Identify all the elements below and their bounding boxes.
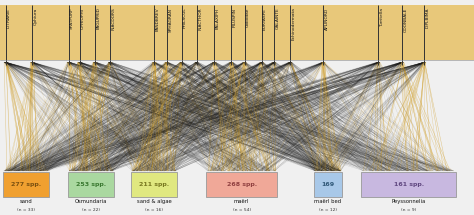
Text: PILUSPIN: PILUSPIN xyxy=(233,8,237,26)
Text: SPHAGRAN: SPHAGRAN xyxy=(168,8,172,32)
Text: (n = 9): (n = 9) xyxy=(401,208,416,212)
Text: sand & algae: sand & algae xyxy=(137,198,172,204)
Text: 211 spp.: 211 spp. xyxy=(139,182,169,187)
Text: DIPLBIMA: DIPLBIMA xyxy=(426,8,429,28)
Text: PANDBREV: PANDBREV xyxy=(155,8,159,31)
Text: 253 spp.: 253 spp. xyxy=(76,182,106,187)
Text: 277 spp.: 277 spp. xyxy=(11,182,41,187)
Text: (n = 12): (n = 12) xyxy=(319,208,337,212)
Text: 161 spp.: 161 spp. xyxy=(393,182,424,187)
Text: (n = 33): (n = 33) xyxy=(17,208,35,212)
Text: INACTHOR: INACTHOR xyxy=(198,8,202,30)
Bar xyxy=(3,172,49,197)
Text: Osmundaria: Osmundaria xyxy=(75,198,107,204)
Text: (n = 22): (n = 22) xyxy=(82,208,100,212)
Text: OPHIOPHI: OPHIOPHI xyxy=(81,8,85,29)
Text: Ophiura: Ophiura xyxy=(34,8,37,25)
Text: PALAXIPH: PALAXIPH xyxy=(216,8,219,29)
Text: 268 spp.: 268 spp. xyxy=(227,182,257,187)
Bar xyxy=(361,172,456,197)
Text: maërl: maërl xyxy=(234,198,249,204)
Text: Echinodermata: Echinodermata xyxy=(292,8,295,40)
Bar xyxy=(206,172,277,197)
Text: Gobiidae: Gobiidae xyxy=(246,8,250,27)
Text: EURYASPE: EURYASPE xyxy=(263,8,267,29)
Bar xyxy=(68,172,114,197)
Text: APLINORD: APLINORD xyxy=(325,8,328,30)
Text: SPATPURP: SPATPURP xyxy=(70,8,74,29)
Bar xyxy=(0,5,474,60)
Text: PAGUPRID: PAGUPRID xyxy=(96,8,100,29)
Text: 169: 169 xyxy=(321,182,335,187)
Text: sand: sand xyxy=(20,198,32,204)
Text: (n = 16): (n = 16) xyxy=(145,208,163,212)
Text: PHILSCUL: PHILSCUL xyxy=(183,8,187,28)
Text: maërl bed: maërl bed xyxy=(314,198,342,204)
Text: INACDORS: INACDORS xyxy=(111,8,115,30)
Text: Peyssonnelia: Peyssonnelia xyxy=(392,198,426,204)
Bar xyxy=(314,172,342,197)
Text: DITRARIE: DITRARIE xyxy=(7,8,11,28)
Bar xyxy=(131,172,177,197)
Text: GALAINTE: GALAINTE xyxy=(275,8,279,29)
Text: ODONBALE: ODONBALE xyxy=(403,8,407,32)
Text: Turritella: Turritella xyxy=(380,8,383,26)
Text: (n = 54): (n = 54) xyxy=(233,208,251,212)
